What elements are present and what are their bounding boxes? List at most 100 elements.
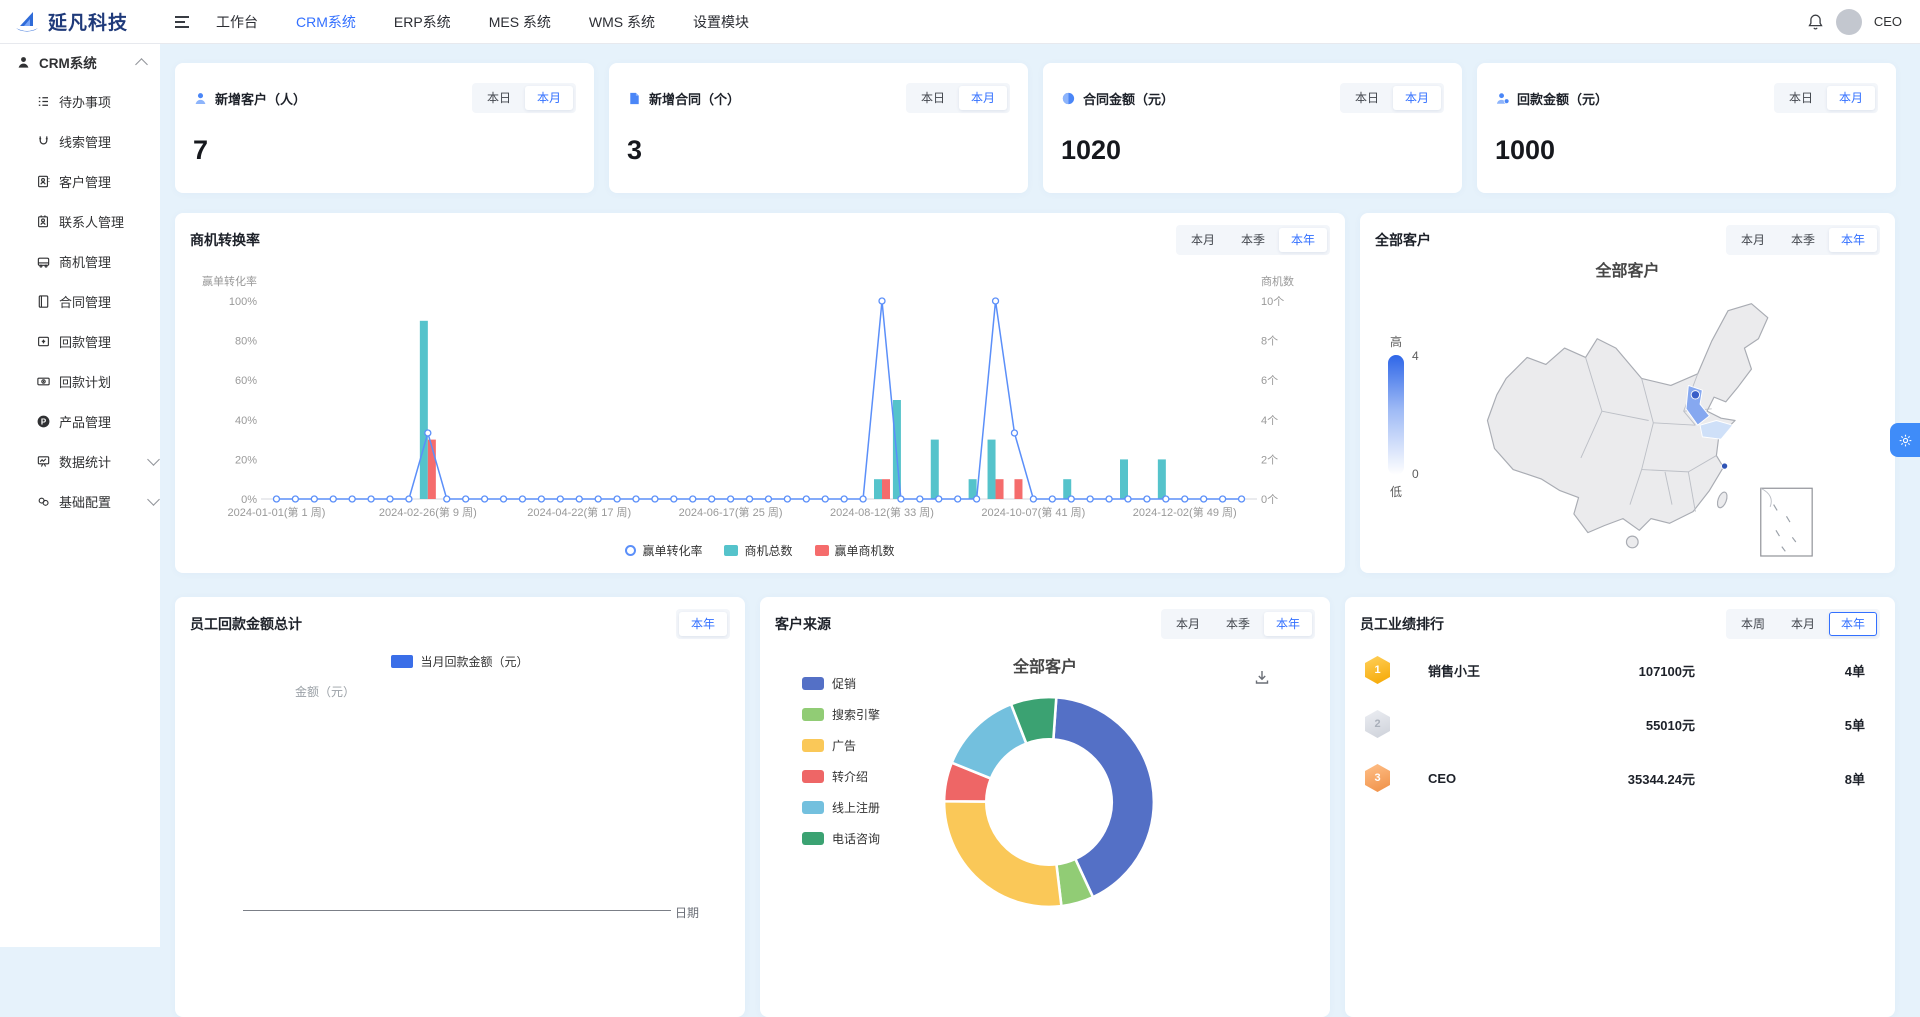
sidebar-item-label: 回款计划	[59, 374, 112, 390]
sidebar-item-customers[interactable]: 客户管理	[0, 161, 160, 201]
employee-amount: 35344.24元	[1627, 771, 1695, 787]
range-month-button[interactable]: 本月	[1392, 86, 1441, 110]
legend-chip	[802, 832, 824, 845]
legend-item-ads[interactable]: 广告	[802, 737, 880, 754]
stat-value: 1020	[1061, 135, 1122, 165]
sidebar-item-base-config[interactable]: 基础配置	[0, 481, 160, 521]
sidebar-item-products[interactable]: P 产品管理	[0, 401, 160, 441]
svg-text:100%: 100%	[229, 296, 257, 308]
sidebar-item-opportunities[interactable]: 商机管理	[0, 241, 160, 281]
nav-tab-crm[interactable]: CRM系统	[296, 13, 356, 30]
visualmap-min-label: 0	[1412, 467, 1419, 481]
range-today-button[interactable]: 本日	[909, 86, 957, 110]
sidebar-group-label: CRM系统	[39, 56, 97, 71]
range-year-button[interactable]: 本年	[1828, 612, 1877, 636]
range-year-button[interactable]: 本年	[1263, 612, 1312, 636]
china-map-chart[interactable]	[1455, 271, 1875, 563]
legend-item-total-opportunities[interactable]: 商机总数	[724, 542, 793, 559]
sidebar-item-label: 回款管理	[59, 334, 112, 350]
download-icon[interactable]	[1254, 669, 1270, 685]
customer-sources-donut-chart[interactable]	[940, 693, 1158, 911]
config-links-icon	[36, 494, 51, 509]
top-nav-tabs: 工作台 CRM系统 ERP系统 MES 系统 WMS 系统 设置模块	[216, 12, 749, 32]
range-quarter-button[interactable]: 本季	[1779, 228, 1827, 252]
nav-tab-workbench[interactable]: 工作台	[216, 13, 258, 30]
legend-label: 促销	[832, 677, 857, 691]
sidebar-group-crm[interactable]: CRM系统	[0, 43, 160, 81]
donut-slice-广告[interactable]	[942, 799, 1063, 909]
range-year-button[interactable]: 本年	[678, 612, 727, 636]
legend-item-promotion[interactable]: 促销	[802, 675, 880, 692]
range-week-button[interactable]: 本周	[1729, 612, 1777, 636]
svg-text:2024-08-12(第 33 周): 2024-08-12(第 33 周)	[830, 505, 934, 519]
legend-item-phone-inquiry[interactable]: 电话咨询	[802, 830, 880, 847]
taiwan-island	[1716, 491, 1728, 509]
range-month-button[interactable]: 本月	[524, 86, 573, 110]
legend-item-conversion-rate[interactable]: 赢单转化率	[625, 542, 702, 559]
employee-name: 销售小王	[1428, 663, 1481, 679]
range-month-button[interactable]: 本月	[1179, 228, 1227, 252]
donut-slice-促销[interactable]	[1052, 696, 1156, 899]
magnet-icon	[36, 134, 51, 149]
sidebar-item-contracts[interactable]: 合同管理	[0, 281, 160, 321]
sidebar-item-payback-plan[interactable]: 回款计划	[0, 361, 160, 401]
range-month-button[interactable]: 本月	[1729, 228, 1777, 252]
svg-text:20%: 20%	[235, 454, 257, 466]
all-customers-map-card: 全部客户 本月 本季 本年 全部客户 高 4 0 低	[1360, 213, 1895, 573]
range-month-button[interactable]: 本月	[1779, 612, 1827, 636]
range-today-button[interactable]: 本日	[1777, 86, 1825, 110]
nav-tab-settings[interactable]: 设置模块	[693, 13, 750, 30]
nav-tab-wms[interactable]: WMS 系统	[588, 13, 656, 30]
employee-amount: 55010元	[1645, 717, 1695, 733]
ranking-row[interactable]: 1 销售小王 107100元 4单	[1345, 643, 1895, 697]
user-avatar[interactable]	[1835, 8, 1862, 35]
sidebar-item-label: 商机管理	[59, 254, 112, 270]
range-year-button[interactable]: 本年	[1278, 228, 1327, 252]
brand-logo[interactable]: 延凡科技	[0, 0, 160, 43]
visualmap-gradient-bar[interactable]	[1388, 355, 1404, 475]
theme-settings-button[interactable]	[1890, 423, 1920, 457]
range-month-button[interactable]: 本月	[1826, 86, 1875, 110]
payback-chart-legend[interactable]: 当月回款金额（元）	[175, 653, 745, 670]
user-name: CEO	[1873, 14, 1902, 29]
notification-bell-icon[interactable]	[1807, 13, 1824, 31]
legend-item-referral[interactable]: 转介绍	[802, 768, 880, 785]
employee-orders: 8单	[1844, 771, 1865, 787]
range-quarter-button[interactable]: 本季	[1229, 228, 1277, 252]
range-today-button[interactable]: 本日	[475, 86, 523, 110]
legend-label: 搜索引擎	[832, 708, 881, 722]
sidebar-item-statistics[interactable]: 数据统计	[0, 441, 160, 481]
sidebar-item-contacts[interactable]: 联系人管理	[0, 201, 160, 241]
ranking-row[interactable]: 2 55010元 5单	[1345, 697, 1895, 751]
legend-label: 广告	[832, 739, 857, 753]
svg-text:6个: 6个	[1261, 374, 1278, 387]
range-quarter-button[interactable]: 本季	[1214, 612, 1262, 636]
nav-tab-erp[interactable]: ERP系统	[393, 13, 451, 30]
range-year-button[interactable]: 本年	[1828, 228, 1877, 252]
legend-label: 商机总数	[744, 544, 793, 558]
province-shandong	[1699, 420, 1734, 440]
sidebar-item-label: 合同管理	[59, 294, 112, 310]
collapse-menu-icon[interactable]	[174, 15, 190, 29]
nav-tab-mes[interactable]: MES 系统	[488, 13, 551, 30]
rank-1-badge: 1	[1365, 656, 1390, 684]
sidebar-item-payback[interactable]: 回款管理	[0, 321, 160, 361]
sidebar-item-todo[interactable]: 待办事项	[0, 81, 160, 121]
contact-card-icon	[36, 174, 51, 189]
legend-label: 当月回款金额（元）	[420, 655, 529, 669]
employee-name: CEO	[1428, 770, 1457, 786]
x-axis-name: 日期	[675, 906, 700, 920]
range-month-button[interactable]: 本月	[958, 86, 1007, 110]
donut-slice-电话咨询[interactable]	[1009, 695, 1058, 745]
range-month-button[interactable]: 本月	[1164, 612, 1212, 636]
legend-item-online-register[interactable]: 线上注册	[802, 799, 880, 816]
sidebar-item-leads[interactable]: 线索管理	[0, 121, 160, 161]
legend-chip	[802, 770, 824, 783]
ranking-row[interactable]: 3 CEO 35344.24元 8单	[1345, 751, 1895, 805]
employee-amount: 107100元	[1638, 663, 1695, 679]
conversion-combo-chart[interactable]: 赢单转化率 商机数 0% 20% 40% 60% 80% 100% 0个 2个 4个 6个 8个 10个 2…	[187, 263, 1327, 531]
legend-item-search-engine[interactable]: 搜索引擎	[802, 706, 880, 723]
legend-item-won-opportunities[interactable]: 赢单商机数	[814, 542, 895, 559]
bar-legend-icon	[724, 545, 739, 556]
range-today-button[interactable]: 本日	[1343, 86, 1391, 110]
